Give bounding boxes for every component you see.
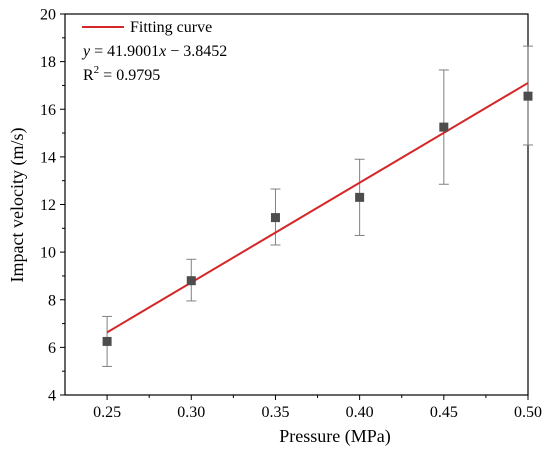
r-squared-superscript: 2 [94,64,100,76]
y-tick-label: 4 [48,388,56,405]
x-tick-label: 0.45 [430,404,458,421]
ticks: 0.25 0.30 0.35 0.40 0.45 0.50 4 6 8 10 12 14 16 18 20 [40,7,542,422]
equation-intercept: − 3.8452 [166,43,227,60]
equation-slope: = 41.9001 [90,43,159,60]
fit-line-group [106,82,529,334]
data-point [102,336,112,346]
x-tick-label: 0.50 [514,404,542,421]
error-bars [102,45,533,367]
equation-x-var: x [158,43,166,60]
legend: Fitting curve [82,19,212,36]
y-tick-label: 16 [40,102,56,119]
equation-y-var: y [81,43,91,60]
y-tick-label: 10 [40,245,56,262]
data-point [270,213,280,223]
y-tick-label: 14 [40,149,56,166]
data-point [439,122,449,132]
data-point [523,91,533,101]
x-tick-label: 0.30 [177,404,205,421]
x-tick-label: 0.25 [93,404,121,421]
data-point [186,276,196,286]
data-points [102,91,533,346]
y-tick-label: 8 [48,292,56,309]
y-tick-label: 20 [40,7,56,24]
r-squared-value: = 0.9795 [99,67,160,84]
data-point [355,192,365,202]
fit-line [106,82,529,334]
y-axis-title: Impact velocity (m/s) [7,128,28,283]
y-tick-label: 12 [40,197,56,214]
legend-label-fitting-curve: Fitting curve [130,19,212,36]
r-squared-base: R [83,67,94,84]
fit-equation: y = 41.9001x − 3.8452 [81,43,227,60]
x-axis-title: Pressure (MPa) [279,426,390,447]
x-tick-label: 0.40 [346,404,374,421]
y-tick-label: 6 [48,340,56,357]
r-squared: R2 = 0.9795 [83,64,160,84]
x-tick-label: 0.35 [261,404,289,421]
y-tick-label: 18 [40,54,56,71]
